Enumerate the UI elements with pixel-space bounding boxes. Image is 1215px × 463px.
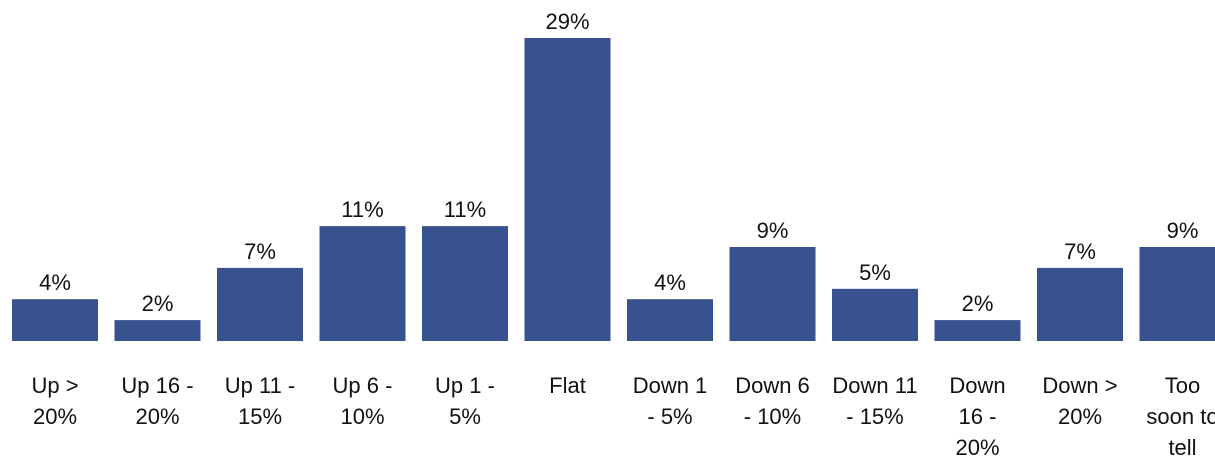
data-label-1: 4% [39, 270, 71, 295]
bar-6 [525, 38, 611, 341]
data-label-7: 4% [654, 270, 686, 295]
category-label-3: Up 11 - 15% [217, 370, 303, 432]
data-label-4: 11% [341, 197, 383, 222]
data-label-6: 29% [545, 9, 589, 34]
data-label-2: 2% [142, 291, 174, 316]
bar-3 [217, 268, 303, 341]
bar-9 [832, 289, 918, 341]
chart-plot-area: 4% 2% 7% 11% 11% 29% 4% 9% 5% 2% 7% 9% [0, 0, 1215, 345]
data-label-12: 9% [1167, 218, 1199, 243]
data-label-5: 11% [444, 197, 486, 222]
bar-10 [935, 320, 1021, 341]
category-label-4: Up 6 - 10% [320, 370, 406, 432]
bar-5 [422, 226, 508, 341]
category-label-11: Down > 20% [1037, 370, 1123, 432]
data-label-10: 2% [962, 291, 994, 316]
bar-4 [320, 226, 406, 341]
bar-12 [1140, 247, 1215, 341]
bar-11 [1037, 268, 1123, 341]
category-label-9: Down 11 - 15% [832, 370, 918, 432]
category-label-10: Down 16 - 20% [935, 370, 1021, 463]
data-label-11: 7% [1064, 239, 1096, 264]
data-label-9: 5% [859, 260, 891, 285]
data-label-3: 7% [244, 239, 276, 264]
category-label-7: Down 1 - 5% [627, 370, 713, 432]
category-label-1: Up > 20% [17, 370, 93, 432]
bar-8 [730, 247, 816, 341]
bar-1 [12, 299, 98, 341]
category-label-5: Up 1 - 5% [422, 370, 508, 432]
category-label-6: Flat [525, 370, 611, 401]
category-label-12: Too soon to tell [1140, 370, 1215, 463]
data-label-8: 9% [757, 218, 789, 243]
category-label-8: Down 6 - 10% [730, 370, 816, 432]
bar-2 [115, 320, 201, 341]
category-label-2: Up 16 - 20% [115, 370, 201, 432]
bar-7 [627, 299, 713, 341]
